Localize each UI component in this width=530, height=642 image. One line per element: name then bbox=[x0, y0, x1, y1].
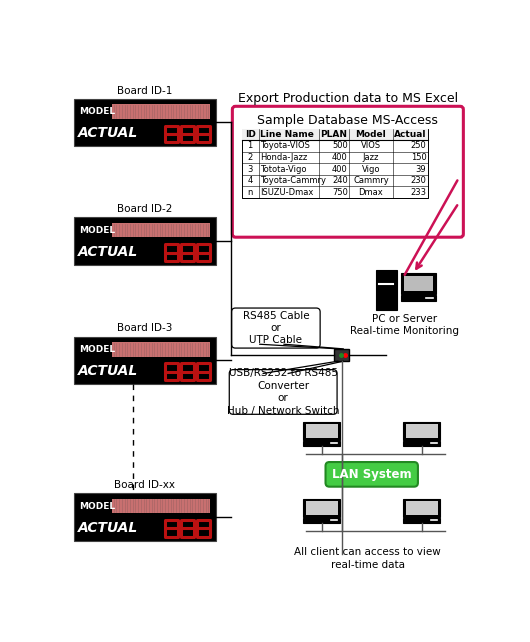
Text: Model: Model bbox=[356, 130, 386, 139]
FancyBboxPatch shape bbox=[405, 501, 438, 515]
Text: ACTUAL: ACTUAL bbox=[78, 521, 139, 535]
FancyBboxPatch shape bbox=[232, 308, 320, 348]
Text: All client can access to view
real-time data: All client can access to view real-time … bbox=[295, 547, 441, 570]
Text: MODEL: MODEL bbox=[79, 345, 115, 354]
Text: 1: 1 bbox=[248, 141, 253, 150]
Text: VIOS: VIOS bbox=[361, 141, 381, 150]
Text: 2: 2 bbox=[248, 153, 253, 162]
FancyBboxPatch shape bbox=[305, 424, 338, 438]
FancyBboxPatch shape bbox=[403, 518, 440, 523]
Text: 400: 400 bbox=[332, 164, 348, 173]
FancyBboxPatch shape bbox=[303, 422, 340, 440]
FancyBboxPatch shape bbox=[74, 217, 216, 265]
Text: 250: 250 bbox=[411, 141, 427, 150]
Text: MODEL: MODEL bbox=[79, 501, 115, 510]
Text: 3: 3 bbox=[248, 164, 253, 173]
Text: Cammry: Cammry bbox=[353, 176, 389, 185]
Text: 230: 230 bbox=[411, 176, 427, 185]
Text: 233: 233 bbox=[410, 187, 427, 196]
Text: ACTUAL: ACTUAL bbox=[78, 245, 139, 259]
Text: Export Production data to MS Excel: Export Production data to MS Excel bbox=[238, 92, 458, 105]
Text: LAN System: LAN System bbox=[332, 468, 411, 481]
Text: 240: 240 bbox=[332, 176, 348, 185]
FancyBboxPatch shape bbox=[401, 295, 436, 300]
FancyBboxPatch shape bbox=[74, 493, 216, 541]
FancyBboxPatch shape bbox=[242, 128, 428, 140]
Text: PLAN: PLAN bbox=[321, 130, 348, 139]
Text: ISUZU-Dmax: ISUZU-Dmax bbox=[260, 187, 313, 196]
Text: 500: 500 bbox=[332, 141, 348, 150]
FancyBboxPatch shape bbox=[405, 424, 438, 438]
FancyBboxPatch shape bbox=[303, 518, 340, 523]
Text: Line Name: Line Name bbox=[260, 130, 314, 139]
FancyBboxPatch shape bbox=[242, 128, 428, 198]
FancyBboxPatch shape bbox=[303, 499, 340, 517]
Text: Toyota-Cammry: Toyota-Cammry bbox=[260, 176, 326, 185]
Text: Dmax: Dmax bbox=[359, 187, 383, 196]
Text: Board ID-3: Board ID-3 bbox=[117, 324, 173, 333]
Text: ACTUAL: ACTUAL bbox=[78, 126, 139, 141]
FancyBboxPatch shape bbox=[305, 501, 338, 515]
Text: Toyota-VIOS: Toyota-VIOS bbox=[260, 141, 310, 150]
Text: 750: 750 bbox=[332, 187, 348, 196]
FancyBboxPatch shape bbox=[112, 342, 210, 356]
Text: 39: 39 bbox=[416, 164, 427, 173]
Text: 400: 400 bbox=[332, 153, 348, 162]
Text: n: n bbox=[248, 187, 253, 196]
FancyBboxPatch shape bbox=[403, 499, 440, 517]
Text: MODEL: MODEL bbox=[79, 226, 115, 235]
Text: RS485 Cable
or
UTP Cable: RS485 Cable or UTP Cable bbox=[243, 311, 309, 345]
Text: PC or Server
Real-time Monitoring: PC or Server Real-time Monitoring bbox=[350, 314, 458, 336]
FancyBboxPatch shape bbox=[232, 107, 463, 237]
Text: USB/RS232 to RS485
Converter
or
Hub / Network Switch: USB/RS232 to RS485 Converter or Hub / Ne… bbox=[227, 369, 339, 415]
FancyBboxPatch shape bbox=[376, 270, 397, 309]
Text: Board ID-2: Board ID-2 bbox=[117, 204, 173, 214]
Text: ID: ID bbox=[245, 130, 255, 139]
Text: Honda-Jazz: Honda-Jazz bbox=[260, 153, 307, 162]
FancyBboxPatch shape bbox=[112, 499, 210, 513]
FancyBboxPatch shape bbox=[303, 441, 340, 446]
Text: Board ID-xx: Board ID-xx bbox=[114, 480, 175, 490]
Text: Totota-Vigo: Totota-Vigo bbox=[260, 164, 306, 173]
Text: Actual: Actual bbox=[394, 130, 427, 139]
Text: Board ID-1: Board ID-1 bbox=[117, 85, 173, 96]
FancyBboxPatch shape bbox=[112, 223, 210, 238]
Text: Jazz: Jazz bbox=[363, 153, 379, 162]
FancyBboxPatch shape bbox=[74, 336, 216, 385]
Text: Sample Database MS-Access: Sample Database MS-Access bbox=[258, 114, 438, 126]
Text: MODEL: MODEL bbox=[79, 107, 115, 116]
FancyBboxPatch shape bbox=[401, 273, 436, 295]
Text: Vigo: Vigo bbox=[361, 164, 380, 173]
Text: ACTUAL: ACTUAL bbox=[78, 365, 139, 378]
Text: 4: 4 bbox=[248, 176, 253, 185]
FancyBboxPatch shape bbox=[404, 277, 434, 291]
FancyBboxPatch shape bbox=[403, 441, 440, 446]
Text: 150: 150 bbox=[411, 153, 427, 162]
FancyBboxPatch shape bbox=[334, 349, 349, 361]
FancyBboxPatch shape bbox=[403, 422, 440, 440]
FancyBboxPatch shape bbox=[325, 462, 418, 487]
FancyBboxPatch shape bbox=[229, 370, 337, 414]
FancyBboxPatch shape bbox=[74, 99, 216, 146]
FancyBboxPatch shape bbox=[112, 105, 210, 119]
